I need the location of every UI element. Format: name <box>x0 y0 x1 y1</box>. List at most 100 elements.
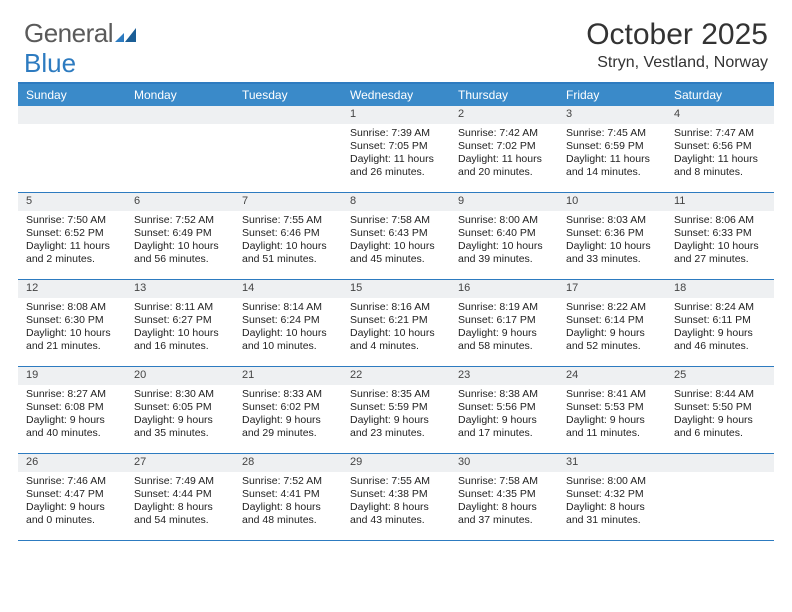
sunset-text: Sunset: 4:32 PM <box>566 488 660 501</box>
sunset-text: Sunset: 6:43 PM <box>350 227 444 240</box>
sunset-text: Sunset: 6:27 PM <box>134 314 228 327</box>
month-title: October 2025 <box>586 18 768 52</box>
day-cell: 5Sunrise: 7:50 AMSunset: 6:52 PMDaylight… <box>18 193 126 279</box>
day-cell: 13Sunrise: 8:11 AMSunset: 6:27 PMDayligh… <box>126 280 234 366</box>
daylight-text: Daylight: 10 hours and 4 minutes. <box>350 327 444 353</box>
weeks-container: 1Sunrise: 7:39 AMSunset: 7:05 PMDaylight… <box>18 106 774 541</box>
week-row: 1Sunrise: 7:39 AMSunset: 7:05 PMDaylight… <box>18 106 774 193</box>
sunset-text: Sunset: 4:35 PM <box>458 488 552 501</box>
day-body: Sunrise: 8:22 AMSunset: 6:14 PMDaylight:… <box>558 298 666 358</box>
sunrise-text: Sunrise: 8:33 AM <box>242 388 336 401</box>
sunrise-text: Sunrise: 7:49 AM <box>134 475 228 488</box>
sunset-text: Sunset: 6:21 PM <box>350 314 444 327</box>
day-body: Sunrise: 8:06 AMSunset: 6:33 PMDaylight:… <box>666 211 774 271</box>
day-number: 26 <box>18 454 126 472</box>
day-number: 21 <box>234 367 342 385</box>
dow-cell: Saturday <box>666 84 774 106</box>
day-body: Sunrise: 8:19 AMSunset: 6:17 PMDaylight:… <box>450 298 558 358</box>
day-body: Sunrise: 7:49 AMSunset: 4:44 PMDaylight:… <box>126 472 234 532</box>
day-number: 30 <box>450 454 558 472</box>
sunset-text: Sunset: 6:49 PM <box>134 227 228 240</box>
day-number: 5 <box>18 193 126 211</box>
sunrise-text: Sunrise: 7:45 AM <box>566 127 660 140</box>
day-cell: 24Sunrise: 8:41 AMSunset: 5:53 PMDayligh… <box>558 367 666 453</box>
sunrise-text: Sunrise: 8:19 AM <box>458 301 552 314</box>
sunset-text: Sunset: 5:53 PM <box>566 401 660 414</box>
day-number: 1 <box>342 106 450 124</box>
day-cell: 18Sunrise: 8:24 AMSunset: 6:11 PMDayligh… <box>666 280 774 366</box>
day-cell: 29Sunrise: 7:55 AMSunset: 4:38 PMDayligh… <box>342 454 450 540</box>
day-cell: 7Sunrise: 7:55 AMSunset: 6:46 PMDaylight… <box>234 193 342 279</box>
day-number: 2 <box>450 106 558 124</box>
day-cell: 30Sunrise: 7:58 AMSunset: 4:35 PMDayligh… <box>450 454 558 540</box>
day-number: 28 <box>234 454 342 472</box>
sunset-text: Sunset: 6:52 PM <box>26 227 120 240</box>
day-cell: 6Sunrise: 7:52 AMSunset: 6:49 PMDaylight… <box>126 193 234 279</box>
daylight-text: Daylight: 9 hours and 35 minutes. <box>134 414 228 440</box>
day-number: 20 <box>126 367 234 385</box>
logo-text-blue: Blue <box>24 48 76 78</box>
sunset-text: Sunset: 7:02 PM <box>458 140 552 153</box>
day-body: Sunrise: 7:55 AMSunset: 6:46 PMDaylight:… <box>234 211 342 271</box>
daylight-text: Daylight: 9 hours and 58 minutes. <box>458 327 552 353</box>
sunset-text: Sunset: 6:40 PM <box>458 227 552 240</box>
day-body: Sunrise: 8:00 AMSunset: 6:40 PMDaylight:… <box>450 211 558 271</box>
week-row: 19Sunrise: 8:27 AMSunset: 6:08 PMDayligh… <box>18 367 774 454</box>
daylight-text: Daylight: 9 hours and 11 minutes. <box>566 414 660 440</box>
day-body: Sunrise: 8:27 AMSunset: 6:08 PMDaylight:… <box>18 385 126 445</box>
day-cell <box>666 454 774 540</box>
dow-cell: Monday <box>126 84 234 106</box>
day-cell: 8Sunrise: 7:58 AMSunset: 6:43 PMDaylight… <box>342 193 450 279</box>
day-body: Sunrise: 8:30 AMSunset: 6:05 PMDaylight:… <box>126 385 234 445</box>
day-cell <box>126 106 234 192</box>
daylight-text: Daylight: 8 hours and 37 minutes. <box>458 501 552 527</box>
calendar: SundayMondayTuesdayWednesdayThursdayFrid… <box>18 82 774 541</box>
day-cell: 17Sunrise: 8:22 AMSunset: 6:14 PMDayligh… <box>558 280 666 366</box>
daylight-text: Daylight: 9 hours and 6 minutes. <box>674 414 768 440</box>
day-body: Sunrise: 8:35 AMSunset: 5:59 PMDaylight:… <box>342 385 450 445</box>
day-number: 11 <box>666 193 774 211</box>
day-number: 29 <box>342 454 450 472</box>
day-body: Sunrise: 8:41 AMSunset: 5:53 PMDaylight:… <box>558 385 666 445</box>
day-body: Sunrise: 7:58 AMSunset: 4:35 PMDaylight:… <box>450 472 558 532</box>
sunset-text: Sunset: 4:41 PM <box>242 488 336 501</box>
daylight-text: Daylight: 10 hours and 33 minutes. <box>566 240 660 266</box>
day-cell: 2Sunrise: 7:42 AMSunset: 7:02 PMDaylight… <box>450 106 558 192</box>
sunset-text: Sunset: 5:56 PM <box>458 401 552 414</box>
day-number: 18 <box>666 280 774 298</box>
day-body: Sunrise: 7:47 AMSunset: 6:56 PMDaylight:… <box>666 124 774 184</box>
sunset-text: Sunset: 6:05 PM <box>134 401 228 414</box>
sunrise-text: Sunrise: 8:06 AM <box>674 214 768 227</box>
sunrise-text: Sunrise: 7:42 AM <box>458 127 552 140</box>
sunrise-text: Sunrise: 8:35 AM <box>350 388 444 401</box>
sunrise-text: Sunrise: 7:58 AM <box>350 214 444 227</box>
daylight-text: Daylight: 10 hours and 39 minutes. <box>458 240 552 266</box>
sunrise-text: Sunrise: 8:14 AM <box>242 301 336 314</box>
sunrise-text: Sunrise: 8:27 AM <box>26 388 120 401</box>
day-body: Sunrise: 7:55 AMSunset: 4:38 PMDaylight:… <box>342 472 450 532</box>
daylight-text: Daylight: 8 hours and 54 minutes. <box>134 501 228 527</box>
sunrise-text: Sunrise: 8:16 AM <box>350 301 444 314</box>
daylight-text: Daylight: 9 hours and 0 minutes. <box>26 501 120 527</box>
day-number <box>126 106 234 124</box>
day-number: 24 <box>558 367 666 385</box>
day-body: Sunrise: 8:16 AMSunset: 6:21 PMDaylight:… <box>342 298 450 358</box>
sunset-text: Sunset: 6:08 PM <box>26 401 120 414</box>
day-number: 16 <box>450 280 558 298</box>
sunrise-text: Sunrise: 8:30 AM <box>134 388 228 401</box>
dow-cell: Tuesday <box>234 84 342 106</box>
sunrise-text: Sunrise: 8:22 AM <box>566 301 660 314</box>
sunset-text: Sunset: 6:30 PM <box>26 314 120 327</box>
day-cell: 9Sunrise: 8:00 AMSunset: 6:40 PMDaylight… <box>450 193 558 279</box>
sunset-text: Sunset: 6:24 PM <box>242 314 336 327</box>
sunrise-text: Sunrise: 8:24 AM <box>674 301 768 314</box>
day-body: Sunrise: 8:11 AMSunset: 6:27 PMDaylight:… <box>126 298 234 358</box>
day-body: Sunrise: 8:03 AMSunset: 6:36 PMDaylight:… <box>558 211 666 271</box>
day-body: Sunrise: 8:08 AMSunset: 6:30 PMDaylight:… <box>18 298 126 358</box>
sunset-text: Sunset: 7:05 PM <box>350 140 444 153</box>
day-number: 6 <box>126 193 234 211</box>
day-cell: 4Sunrise: 7:47 AMSunset: 6:56 PMDaylight… <box>666 106 774 192</box>
day-cell: 14Sunrise: 8:14 AMSunset: 6:24 PMDayligh… <box>234 280 342 366</box>
day-cell: 26Sunrise: 7:46 AMSunset: 4:47 PMDayligh… <box>18 454 126 540</box>
day-cell: 3Sunrise: 7:45 AMSunset: 6:59 PMDaylight… <box>558 106 666 192</box>
